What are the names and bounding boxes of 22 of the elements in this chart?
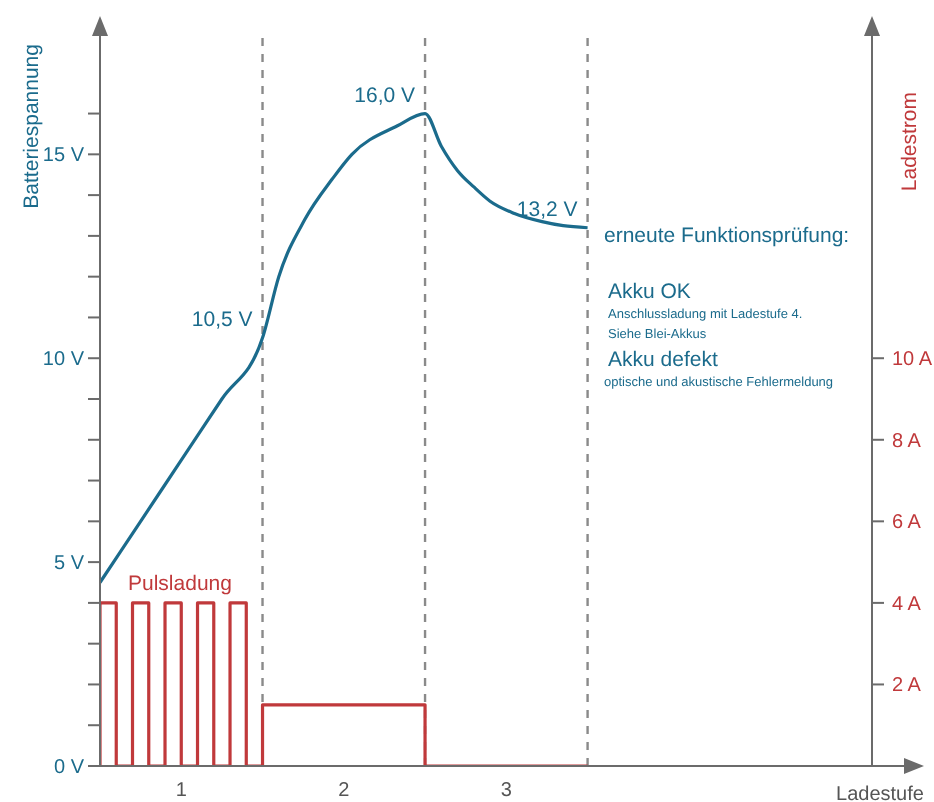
y-axis-title: Batteriespannung — [20, 43, 44, 209]
annotation: 13,2 V — [516, 197, 578, 222]
annotation: Pulsladung — [128, 572, 233, 596]
annotation: Akku OK — [608, 280, 691, 304]
y-tick-label: 15 V — [42, 145, 85, 168]
y2-tick-label: 8 A — [892, 430, 922, 453]
x-axis-title: Ladestufe — [836, 784, 925, 802]
annotation: Akku defekt — [608, 348, 718, 372]
y2-tick-label: 2 A — [892, 675, 922, 698]
x-tick-label: 3 — [500, 780, 513, 802]
y-tick-label: 5 V — [53, 553, 85, 576]
y2-tick-label: 10 A — [892, 349, 933, 372]
x-tick-label: 1 — [175, 780, 188, 802]
y-tick-label: 10 V — [42, 349, 85, 372]
y2-axis-title: Ladestrom — [898, 91, 922, 192]
annotation: 16,0 V — [354, 83, 416, 108]
y-tick-label: 0 V — [53, 757, 85, 780]
annotation: erneute Funktionsprüfung: — [604, 224, 850, 248]
y2-tick-label: 4 A — [892, 593, 922, 616]
y2-tick-label: 6 A — [892, 512, 922, 535]
annotation: 10,5 V — [191, 307, 253, 332]
x-tick-label: 2 — [338, 780, 351, 802]
